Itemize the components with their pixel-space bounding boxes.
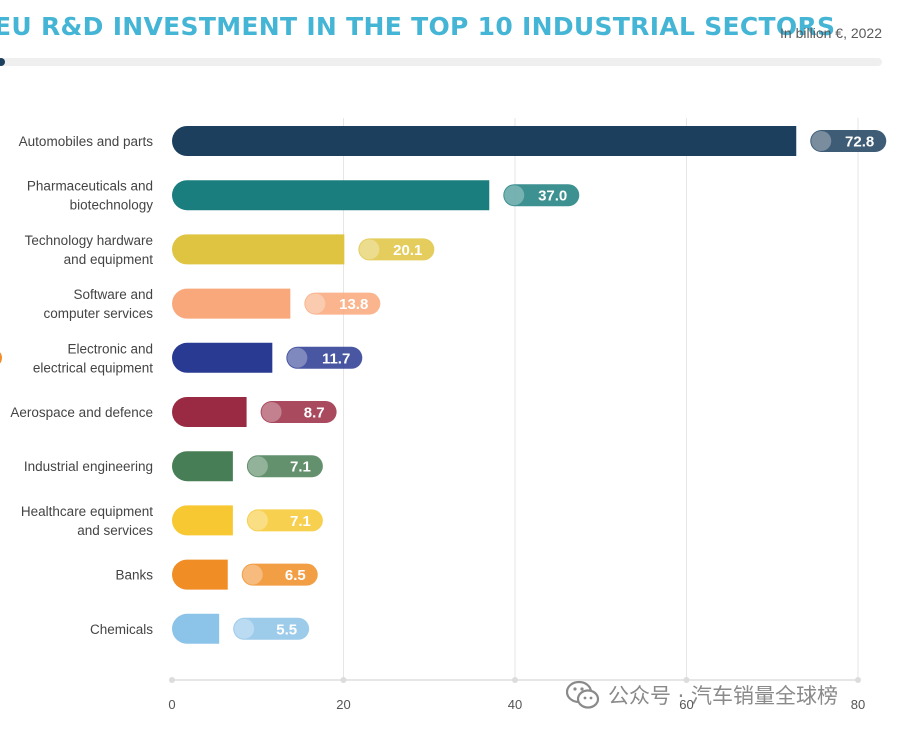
bar [172, 126, 797, 156]
category-label: Software and [73, 287, 153, 302]
category-label: Chemicals [90, 622, 153, 637]
value-pill-knob [234, 618, 255, 639]
category-label: computer services [43, 306, 153, 321]
x-axis-tick-dot [512, 677, 518, 683]
watermark: 公众号 · 汽车销量全球榜 [566, 680, 838, 710]
edge-marker [0, 352, 2, 364]
bar [172, 613, 220, 644]
x-axis-tick-dot [169, 677, 175, 683]
bar [172, 342, 273, 373]
value-label: 13.8 [339, 296, 368, 313]
x-tick-label: 80 [851, 697, 865, 712]
bar [172, 451, 233, 482]
value-label: 37.0 [538, 188, 567, 205]
value-pill [286, 346, 363, 369]
bar [172, 559, 228, 590]
header-rule [0, 58, 882, 66]
bar [172, 234, 345, 265]
category-label: and equipment [64, 252, 154, 267]
category-label: Aerospace and defence [10, 405, 153, 420]
value-pill-knob [242, 564, 263, 585]
category-label: Technology hardware [25, 233, 153, 248]
value-pill-knob [359, 239, 380, 260]
category-label: Automobiles and parts [19, 134, 154, 149]
bar [172, 288, 291, 319]
chart-title: EU R&D INVESTMENT IN THE TOP 10 INDUSTRI… [0, 12, 836, 41]
category-label: biotechnology [70, 198, 154, 213]
value-pill [304, 292, 381, 315]
value-label: 6.5 [285, 567, 306, 584]
x-axis-tick-dot [340, 677, 347, 683]
x-tick-label: 20 [336, 697, 350, 712]
x-axis-tick-dot [683, 677, 690, 683]
wechat-icon [566, 680, 600, 709]
category-label: Electronic and [67, 341, 153, 356]
value-pill-knob [305, 293, 326, 314]
value-label: 20.1 [393, 242, 422, 259]
value-pill [358, 238, 435, 261]
value-pill [810, 130, 887, 152]
x-tick-label: 0 [168, 697, 175, 712]
bar [172, 180, 490, 211]
value-pill-knob [247, 510, 268, 531]
value-pill-knob [247, 456, 268, 477]
value-pill [241, 563, 318, 586]
value-label: 7.1 [290, 513, 311, 530]
bar [171, 505, 233, 536]
value-label: 5.5 [276, 621, 297, 638]
value-pill [246, 509, 323, 532]
header-dot [0, 58, 5, 66]
value-pill-knob [287, 347, 308, 368]
value-pill [503, 184, 580, 207]
category-label: Pharmaceuticals and [27, 179, 153, 194]
category-label: Industrial engineering [24, 459, 153, 474]
watermark-text: 公众号 · 汽车销量全球榜 [608, 684, 839, 708]
value-pill-knob [811, 131, 832, 151]
value-pill-knob [504, 185, 525, 206]
category-label: Healthcare equipment [21, 504, 153, 519]
bar [172, 397, 247, 427]
x-axis-tick-dot [855, 677, 861, 683]
category-label: Banks [115, 568, 153, 583]
value-pill [233, 617, 310, 640]
value-label: 11.7 [322, 350, 350, 367]
value-label: 7.1 [290, 459, 311, 476]
value-pill [260, 401, 337, 423]
value-pill-knob [261, 402, 282, 422]
value-label: 72.8 [845, 134, 874, 151]
chart-subtitle: In billion €, 2022 [780, 25, 882, 41]
category-label: and services [77, 523, 153, 538]
x-tick-label: 60 [679, 697, 693, 712]
x-tick-label: 40 [508, 697, 522, 712]
category-label: electrical equipment [33, 360, 153, 375]
value-pill [246, 455, 323, 478]
value-label: 8.7 [304, 405, 325, 422]
